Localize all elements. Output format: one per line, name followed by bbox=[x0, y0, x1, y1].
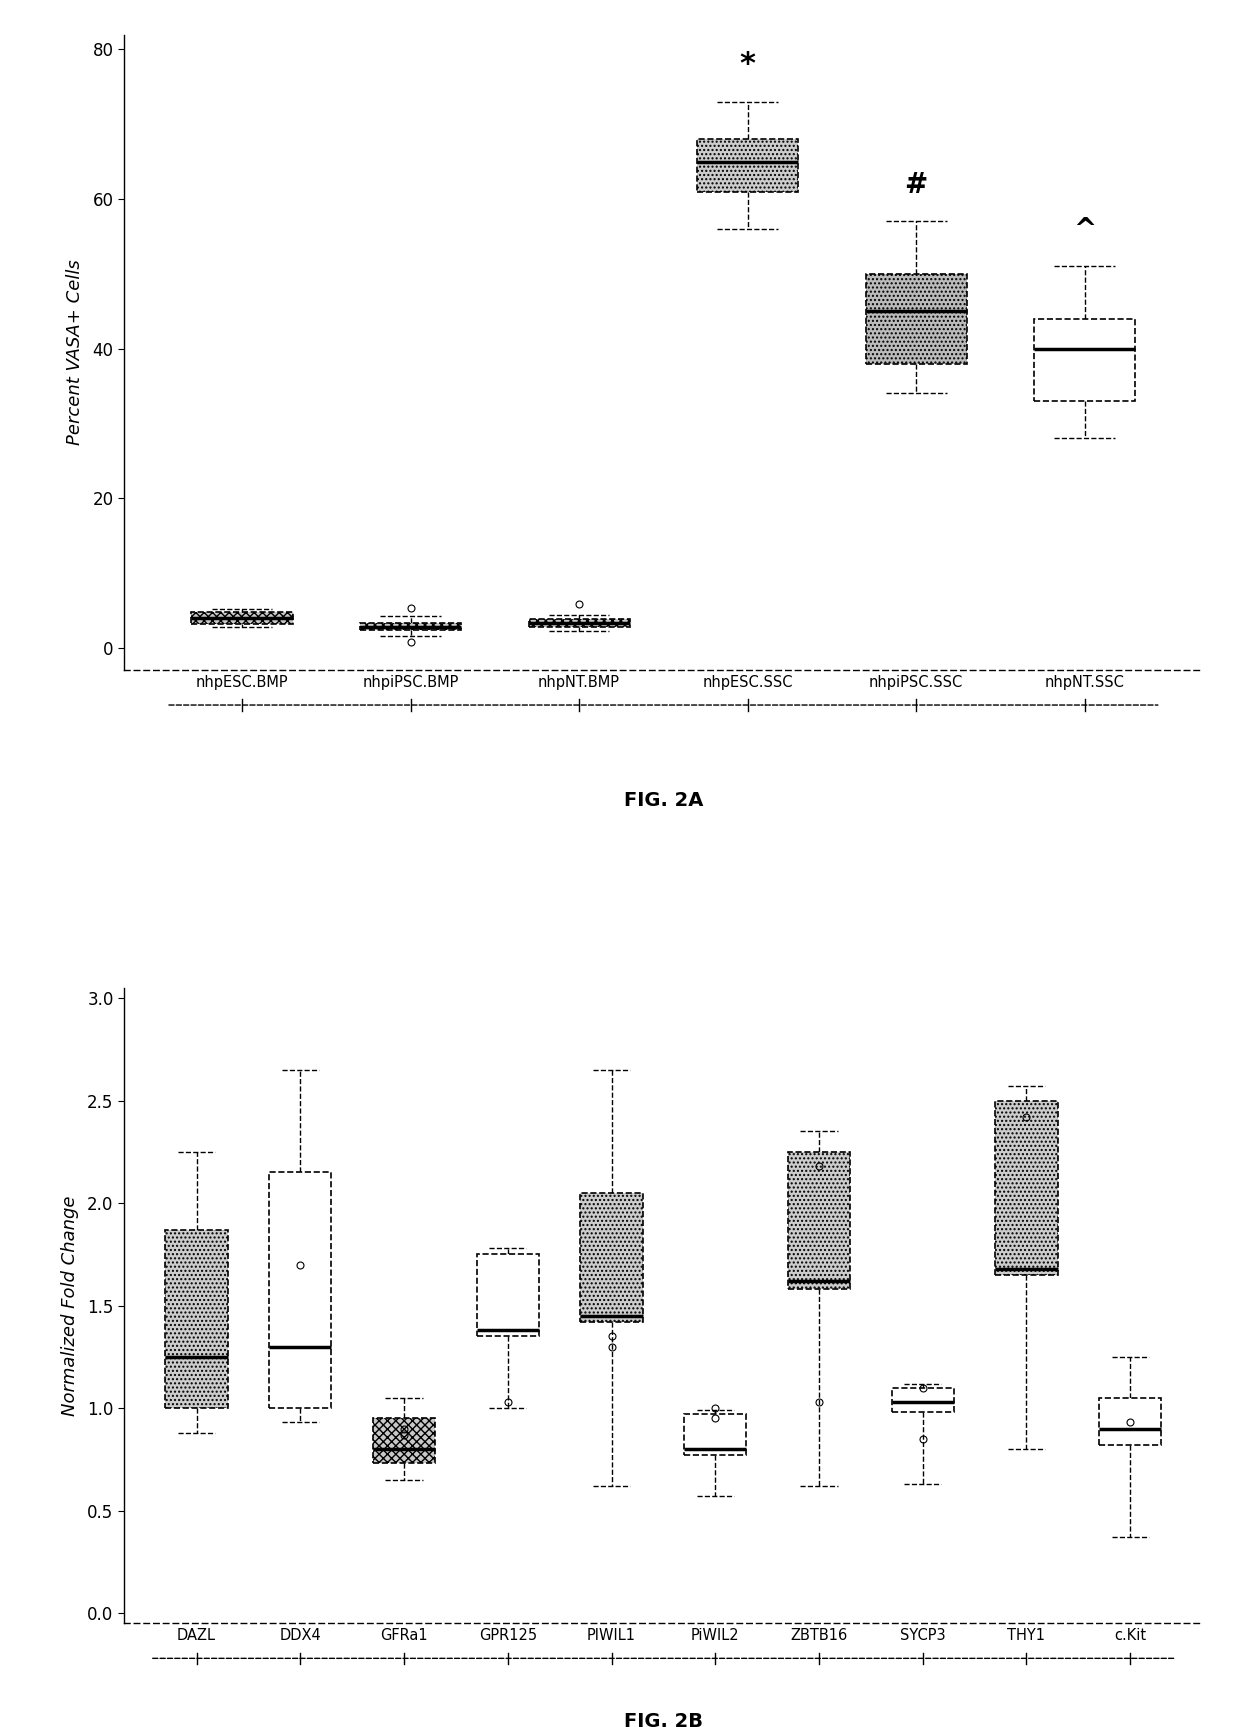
FancyBboxPatch shape bbox=[1099, 1397, 1162, 1445]
FancyBboxPatch shape bbox=[373, 1418, 435, 1463]
Text: *: * bbox=[740, 50, 755, 79]
FancyBboxPatch shape bbox=[191, 611, 293, 623]
Text: FIG. 2A: FIG. 2A bbox=[624, 791, 703, 810]
FancyBboxPatch shape bbox=[269, 1173, 331, 1408]
FancyBboxPatch shape bbox=[866, 275, 967, 363]
FancyBboxPatch shape bbox=[892, 1387, 954, 1413]
Y-axis label: Normalized Fold Change: Normalized Fold Change bbox=[61, 1195, 79, 1416]
FancyBboxPatch shape bbox=[580, 1193, 642, 1321]
FancyBboxPatch shape bbox=[476, 1254, 539, 1337]
Y-axis label: Percent VASA+ Cells: Percent VASA+ Cells bbox=[66, 259, 84, 446]
FancyBboxPatch shape bbox=[1034, 319, 1136, 401]
FancyBboxPatch shape bbox=[165, 1230, 228, 1408]
FancyBboxPatch shape bbox=[528, 620, 630, 627]
Text: ^: ^ bbox=[1073, 216, 1096, 244]
FancyBboxPatch shape bbox=[360, 623, 461, 630]
FancyBboxPatch shape bbox=[697, 140, 799, 192]
Text: FIG. 2B: FIG. 2B bbox=[624, 1713, 703, 1727]
Text: #: # bbox=[905, 171, 928, 199]
FancyBboxPatch shape bbox=[996, 1100, 1058, 1275]
FancyBboxPatch shape bbox=[787, 1152, 851, 1290]
FancyBboxPatch shape bbox=[684, 1414, 746, 1456]
